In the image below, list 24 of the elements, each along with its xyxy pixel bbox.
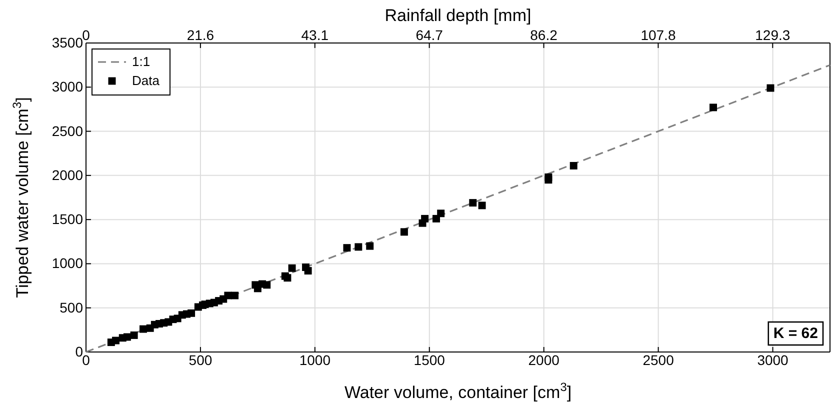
x2-tick-label: 86.2 [530, 27, 558, 43]
y-tick-label: 3000 [52, 78, 84, 95]
y-tick-label: 500 [60, 299, 84, 316]
x2-tick-label: 107.8 [640, 27, 676, 43]
x-tick-label: 500 [188, 352, 212, 368]
y-tick-label: 2000 [52, 166, 84, 183]
x-tick-label: 1000 [299, 352, 331, 368]
x2-axis-title: Rainfall depth [mm] [384, 6, 532, 25]
x2-tick-label: 21.6 [186, 27, 214, 43]
x-axis-title: Water volume, container [cm$^{3}$] [344, 380, 572, 402]
annotation: K = 62 [773, 325, 818, 342]
y-tick-label: 1000 [52, 255, 84, 272]
x-tick-label: 2000 [528, 352, 560, 368]
legend-label: Data [132, 73, 160, 88]
y-tick-label: 2500 [52, 122, 84, 139]
legend-label: 1:1 [132, 54, 150, 69]
x-tick-label: 1500 [414, 352, 446, 368]
x-tick-label: 3000 [757, 352, 789, 368]
y-tick-label: 1500 [52, 211, 84, 228]
y-tick-label: 3500 [52, 34, 84, 50]
x-tick-label: 2500 [642, 352, 674, 368]
x2-tick-label: 64.7 [416, 27, 444, 43]
x2-tick-label: 129.3 [755, 27, 790, 43]
x2-tick-label: 43.1 [301, 27, 329, 43]
